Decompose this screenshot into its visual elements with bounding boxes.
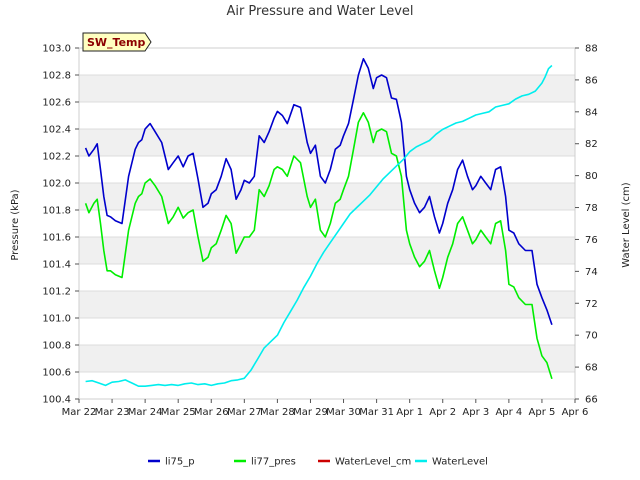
grid-band	[79, 345, 575, 372]
series-line-WaterLevel	[85, 64, 553, 388]
badge-shape	[82, 32, 152, 52]
y-right-tick-label: 82	[585, 139, 598, 150]
legend-label-li75_p: li75_p	[165, 457, 195, 468]
y-tick-label: 102.6	[42, 98, 71, 109]
y-right-tick-label: 68	[585, 363, 598, 374]
grid-band	[79, 183, 575, 210]
y-right-tick-label: 80	[585, 171, 598, 182]
y-tick-label: 101.4	[42, 260, 71, 271]
badge-label: SW_Temp	[87, 36, 146, 49]
legend-label-li77_pres: li77_pres	[251, 457, 296, 468]
y-right-tick-label: 76	[585, 235, 598, 246]
sw-temp-badge: SW_Temp	[82, 32, 152, 52]
y-axis-right: 66 68 70 72 74 76 78 80 82 84 86 88	[575, 44, 598, 406]
y-right-tick-label: 78	[585, 203, 598, 214]
x-tick-label: Mar 29	[293, 407, 328, 418]
x-tick-label: Mar 30	[326, 407, 361, 418]
x-tick-label: Apr 5	[529, 407, 556, 418]
y-right-tick-label: 74	[585, 267, 598, 278]
grid-band	[79, 129, 575, 156]
y-right-tick-label: 84	[585, 107, 598, 118]
legend-label-WaterLevel_cm: WaterLevel_cm	[335, 457, 411, 468]
x-tick-label: Apr 4	[495, 407, 522, 418]
x-tick-label: Mar 25	[161, 407, 196, 418]
y-tick-label: 100.4	[42, 395, 71, 406]
chart-title: Air Pressure and Water Level	[226, 4, 413, 19]
y-right-tick-label: 70	[585, 331, 598, 342]
grid-band	[79, 75, 575, 102]
plot-area	[78, 47, 576, 400]
y-right-tick-label: 88	[585, 44, 598, 55]
y-right-tick-label: 66	[585, 395, 598, 406]
y-axis-label: Pressure (kPa)	[10, 189, 21, 260]
y-right-tick-label: 86	[585, 75, 598, 86]
y-tick-label: 101.2	[42, 287, 71, 298]
x-tick-label: Apr 1	[396, 407, 423, 418]
legend: li75_p li77_pres WaterLevel_cm WaterLevel	[148, 457, 488, 468]
y-axis-left: 100.4 100.6 100.8 101.0 101.2 101.4 101.6 101.8…	[42, 44, 79, 406]
y-tick-label: 102.0	[42, 179, 71, 190]
y-tick-label: 102.4	[42, 125, 71, 136]
series-line-li77_pres	[84, 112, 553, 380]
y-tick-label: 100.6	[42, 368, 71, 379]
grid-band	[79, 237, 575, 264]
x-tick-label: Mar 31	[359, 407, 394, 418]
x-tick-label: Mar 23	[95, 407, 130, 418]
series-line-li75_p	[84, 57, 553, 326]
y-axis-right-label: Water Level (cm)	[621, 182, 632, 267]
y-tick-label: 101.6	[42, 233, 71, 244]
y-tick-label: 102.2	[42, 152, 71, 163]
y-tick-label: 101.0	[42, 314, 71, 325]
x-tick-label: Mar 26	[194, 407, 229, 418]
x-tick-label: Apr 6	[562, 407, 589, 418]
y-tick-label: 103.0	[42, 44, 71, 55]
y-tick-label: 100.8	[42, 341, 71, 352]
x-tick-label: Mar 22	[62, 407, 97, 418]
x-tick-label: Mar 27	[227, 407, 262, 418]
grid-band	[79, 291, 575, 318]
y-tick-label: 101.8	[42, 206, 71, 217]
y-right-tick-label: 72	[585, 299, 598, 310]
x-tick-label: Apr 2	[429, 407, 456, 418]
y-tick-label: 102.8	[42, 71, 71, 82]
x-tick-label: Mar 28	[260, 407, 295, 418]
series-layer	[84, 57, 553, 388]
x-tick-label: Mar 24	[128, 407, 163, 418]
x-tick-label: Apr 3	[462, 407, 489, 418]
legend-label-WaterLevel: WaterLevel	[432, 457, 488, 468]
